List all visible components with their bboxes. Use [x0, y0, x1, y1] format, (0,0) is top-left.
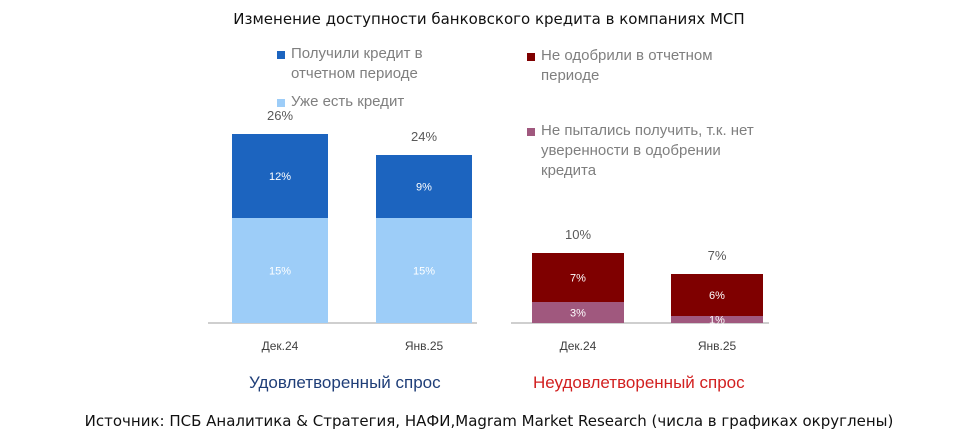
legend-swatch-did-not-try [527, 128, 535, 136]
data-label: 12% [269, 171, 291, 183]
legend-item-not-approved: Не одобрили в отчетном периоде [527, 46, 713, 86]
legend-item-did-not-try: Не пытались получить, т.к. нет увереннос… [527, 121, 754, 181]
legend-label-existing: Уже есть кредит [291, 93, 405, 110]
legend-item-existing: Уже есть кредит [277, 92, 404, 112]
data-label: 7% [570, 273, 586, 285]
legend-label-did-not-try: Не пытались получить, т.к. нет увереннос… [541, 122, 754, 179]
category-label: Янв.25 [698, 339, 737, 353]
legend-swatch-received [277, 51, 285, 59]
bar-segment [532, 302, 624, 323]
bar-segment [376, 218, 472, 323]
data-label: 1% [709, 315, 725, 327]
source-note: Источник: ПСБ Аналитика & Стратегия, НАФ… [84, 412, 894, 430]
legend-label-received: Получили кредит в отчетном периоде [291, 45, 423, 82]
data-label: 6% [709, 290, 725, 302]
category-label: Дек.24 [262, 339, 299, 353]
total-label: 26% [267, 108, 293, 123]
legend-swatch-not-approved [527, 53, 535, 61]
category-label: Дек.24 [560, 339, 597, 353]
total-label: 7% [708, 248, 727, 263]
data-label: 3% [570, 308, 586, 320]
chart-title: Изменение доступности банковского кредит… [233, 10, 745, 28]
data-label: 15% [269, 266, 291, 278]
data-label: 15% [413, 266, 435, 278]
group-label-satisfied: Удовлетворенный спрос [249, 373, 441, 392]
legend-swatch-existing [277, 99, 285, 107]
legend-item-received: Получили кредит в отчетном периоде [277, 44, 423, 84]
total-label: 24% [411, 129, 437, 144]
bar-segment [671, 316, 763, 323]
bar-segment [232, 218, 328, 323]
bar-segment [671, 274, 763, 316]
total-label: 10% [565, 227, 591, 242]
data-label: 9% [416, 182, 432, 194]
bar-segment [232, 134, 328, 218]
category-label: Янв.25 [405, 339, 444, 353]
bar-segment [376, 155, 472, 218]
group-label-unsatisfied: Неудовлетворенный спрос [533, 373, 745, 392]
legend-label-not-approved: Не одобрили в отчетном периоде [541, 47, 713, 84]
bar-segment [532, 253, 624, 302]
